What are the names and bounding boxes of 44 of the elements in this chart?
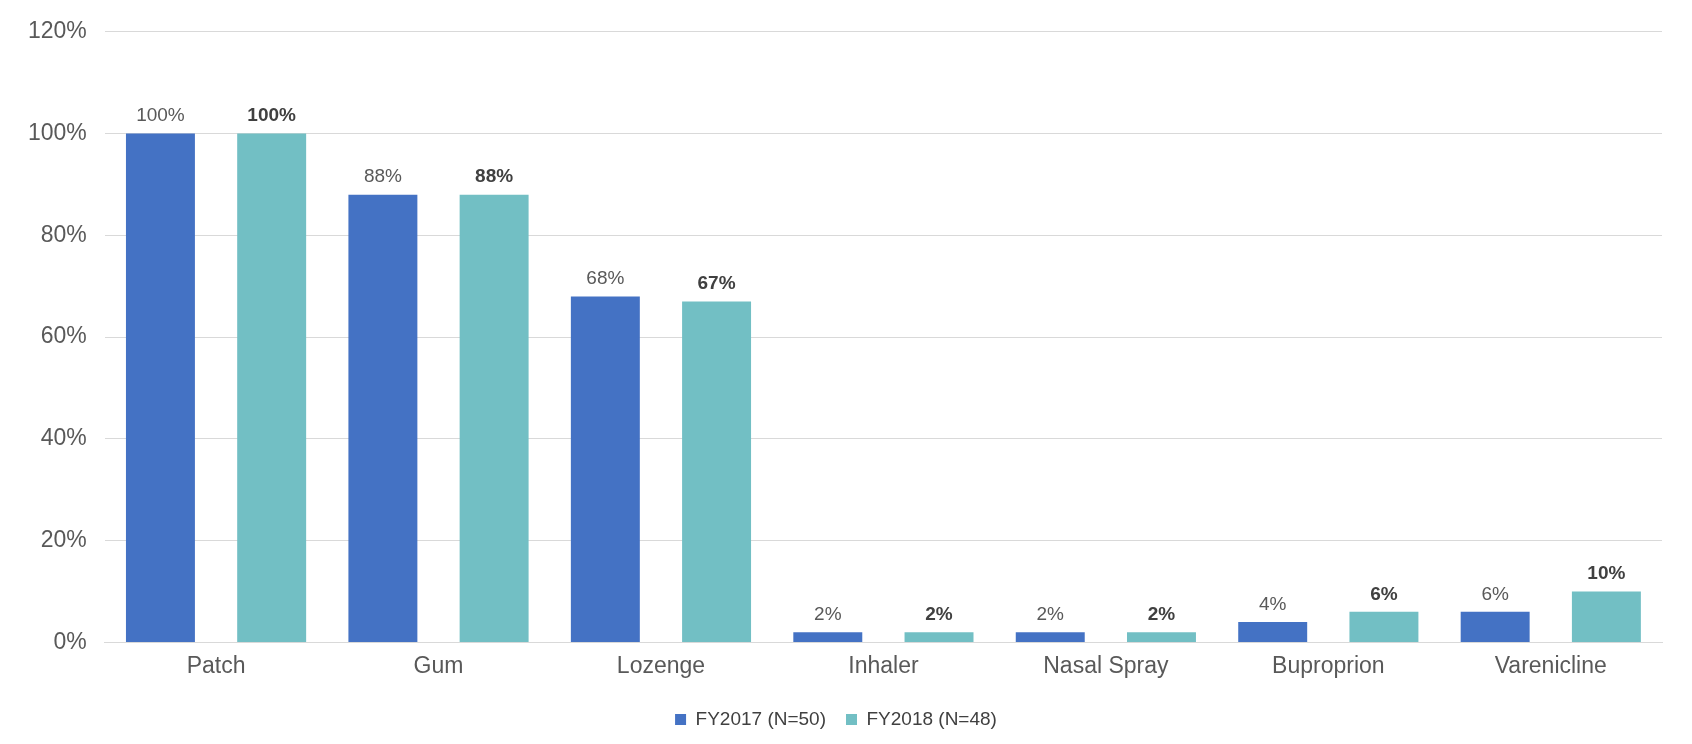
bar — [793, 632, 863, 642]
bar — [1015, 632, 1085, 642]
text: 6% — [1481, 582, 1509, 604]
bar — [459, 194, 529, 642]
x-tick-label: Gum — [413, 651, 464, 678]
bar — [125, 133, 195, 642]
y-tick-label: 60% — [40, 322, 87, 349]
text: 10% — [1587, 562, 1626, 584]
y-tick-label: 0% — [53, 627, 87, 654]
bar — [682, 301, 752, 642]
y-tick-label: 100% — [28, 118, 87, 145]
y-tick-label: 40% — [40, 424, 87, 451]
bar — [1127, 632, 1196, 642]
text: 2% — [1036, 602, 1064, 624]
bar — [1349, 611, 1419, 642]
bar — [1571, 591, 1641, 642]
x-tick-label: Buproprion — [1272, 651, 1385, 678]
x-tick-label: Lozenge — [616, 651, 706, 678]
text: 2% — [814, 602, 842, 624]
text: 88% — [363, 165, 402, 187]
legend-label: FY2017 (N=50) — [695, 707, 827, 729]
text: 4% — [1258, 592, 1287, 614]
text: 68% — [586, 267, 625, 289]
text: 2% — [925, 602, 953, 624]
text: 6% — [1370, 582, 1398, 604]
text: 100% — [247, 104, 296, 126]
text: 88% — [475, 165, 514, 187]
x-tick-label: Varenicline — [1494, 651, 1607, 678]
y-tick-label: 120% — [28, 17, 87, 44]
x-tick-label: Inhaler — [848, 651, 919, 678]
text: 67% — [697, 272, 736, 294]
y-tick-label: 80% — [40, 220, 87, 247]
bar — [570, 296, 640, 642]
bar — [348, 194, 418, 642]
text: 100% — [136, 104, 185, 126]
y-tick-label: 20% — [40, 525, 87, 552]
x-tick-label: Nasal Spray — [1043, 651, 1169, 678]
bar — [1460, 611, 1530, 642]
bar — [904, 632, 974, 642]
text: 2% — [1147, 602, 1176, 624]
bar — [237, 133, 307, 642]
bar — [1238, 622, 1308, 642]
x-tick-label: Patch — [186, 651, 246, 678]
legend-label: FY2018 (N=48) — [866, 707, 997, 729]
